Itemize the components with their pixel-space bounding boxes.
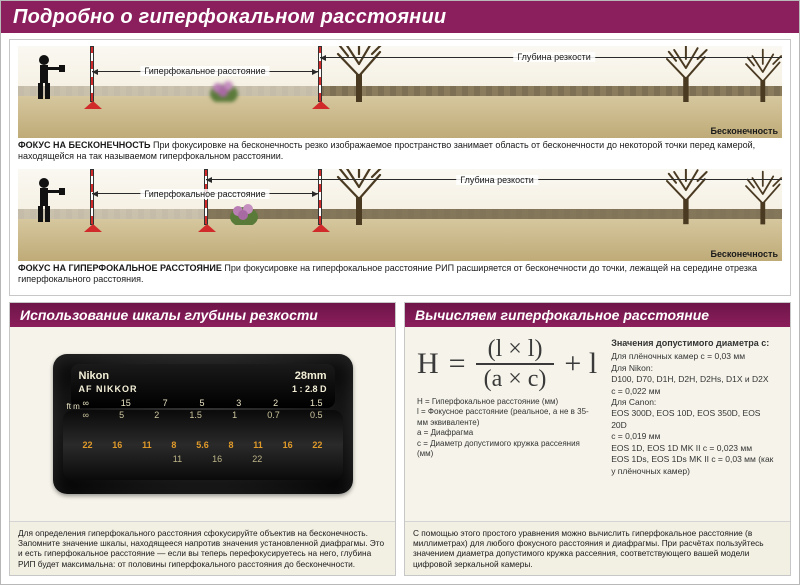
dimension-arrow: Гиперфокальное расстояние	[92, 64, 318, 78]
dimension-arrow: Глубина резкости	[206, 173, 782, 187]
lens-scale-ft: ∞1575321.5	[83, 398, 323, 410]
lens-aperture-spec: 1 : 2.8 D	[292, 384, 327, 394]
dimension-arrow: Глубина резкости	[320, 50, 782, 64]
lens-brand: Nikon	[79, 370, 110, 382]
scene2-caption: ФОКУС НА ГИПЕРФОКАЛЬНОЕ РАССТОЯНИЕ При ф…	[18, 263, 782, 286]
formula-legend: H = Гиперфокальное расстояние (мм)l = Фо…	[417, 397, 597, 459]
flower-bush-icon	[208, 76, 240, 102]
lens-focal: 28mm	[295, 370, 327, 382]
lens-footnote: Для определения гиперфокального расстоян…	[10, 521, 395, 575]
lens-scale-m: ∞521.510.70.5	[83, 410, 323, 422]
hyperfocal-formula: H = (l × l) (a × c) + l	[417, 337, 597, 391]
scene-focus-hyperfocal: Гиперфокальное расстояниеГлубина резкост…	[18, 169, 782, 261]
flower-bush-icon	[228, 199, 260, 225]
scene1-caption: ФОКУС НА БЕСКОНЕЧНОСТЬ При фокусировке н…	[18, 140, 782, 163]
formula-footnote: С помощью этого простого уравнения можно…	[405, 521, 790, 575]
lens-illustration: Nikon AF NIKKOR 28mm 1 : 2.8 D ft m ∞157…	[53, 354, 353, 494]
hyperfocal-diagram-panel: Гиперфокальное расстояниеГлубина резкост…	[9, 39, 791, 296]
page-title: Подробно о гиперфокальном расстоянии	[1, 1, 799, 33]
photographer-icon	[36, 177, 66, 223]
lens-scale-panel: Использование шкалы глубины резкости Nik…	[9, 302, 396, 576]
lens-ftm-label: ft m	[67, 402, 80, 412]
lens-model: AF NIKKOR	[79, 384, 138, 394]
coc-values: Значения допустимого диаметра c: Для плё…	[611, 337, 778, 511]
photographer-icon	[36, 54, 66, 100]
scene-focus-infinity: Гиперфокальное расстояниеГлубина резкост…	[18, 46, 782, 138]
lens-panel-heading: Использование шкалы глубины резкости	[10, 303, 395, 327]
infinity-label: Бесконечность	[711, 126, 778, 136]
lens-aperture-scale: 22161185.68111622	[83, 440, 323, 452]
formula-panel: Вычисляем гиперфокальное расстояние H = …	[404, 302, 791, 576]
formula-panel-heading: Вычисляем гиперфокальное расстояние	[405, 303, 790, 327]
lens-aperture-scale-2: 111622	[83, 454, 323, 466]
infinity-label: Бесконечность	[711, 249, 778, 259]
dimension-arrow: Гиперфокальное расстояние	[92, 187, 318, 201]
